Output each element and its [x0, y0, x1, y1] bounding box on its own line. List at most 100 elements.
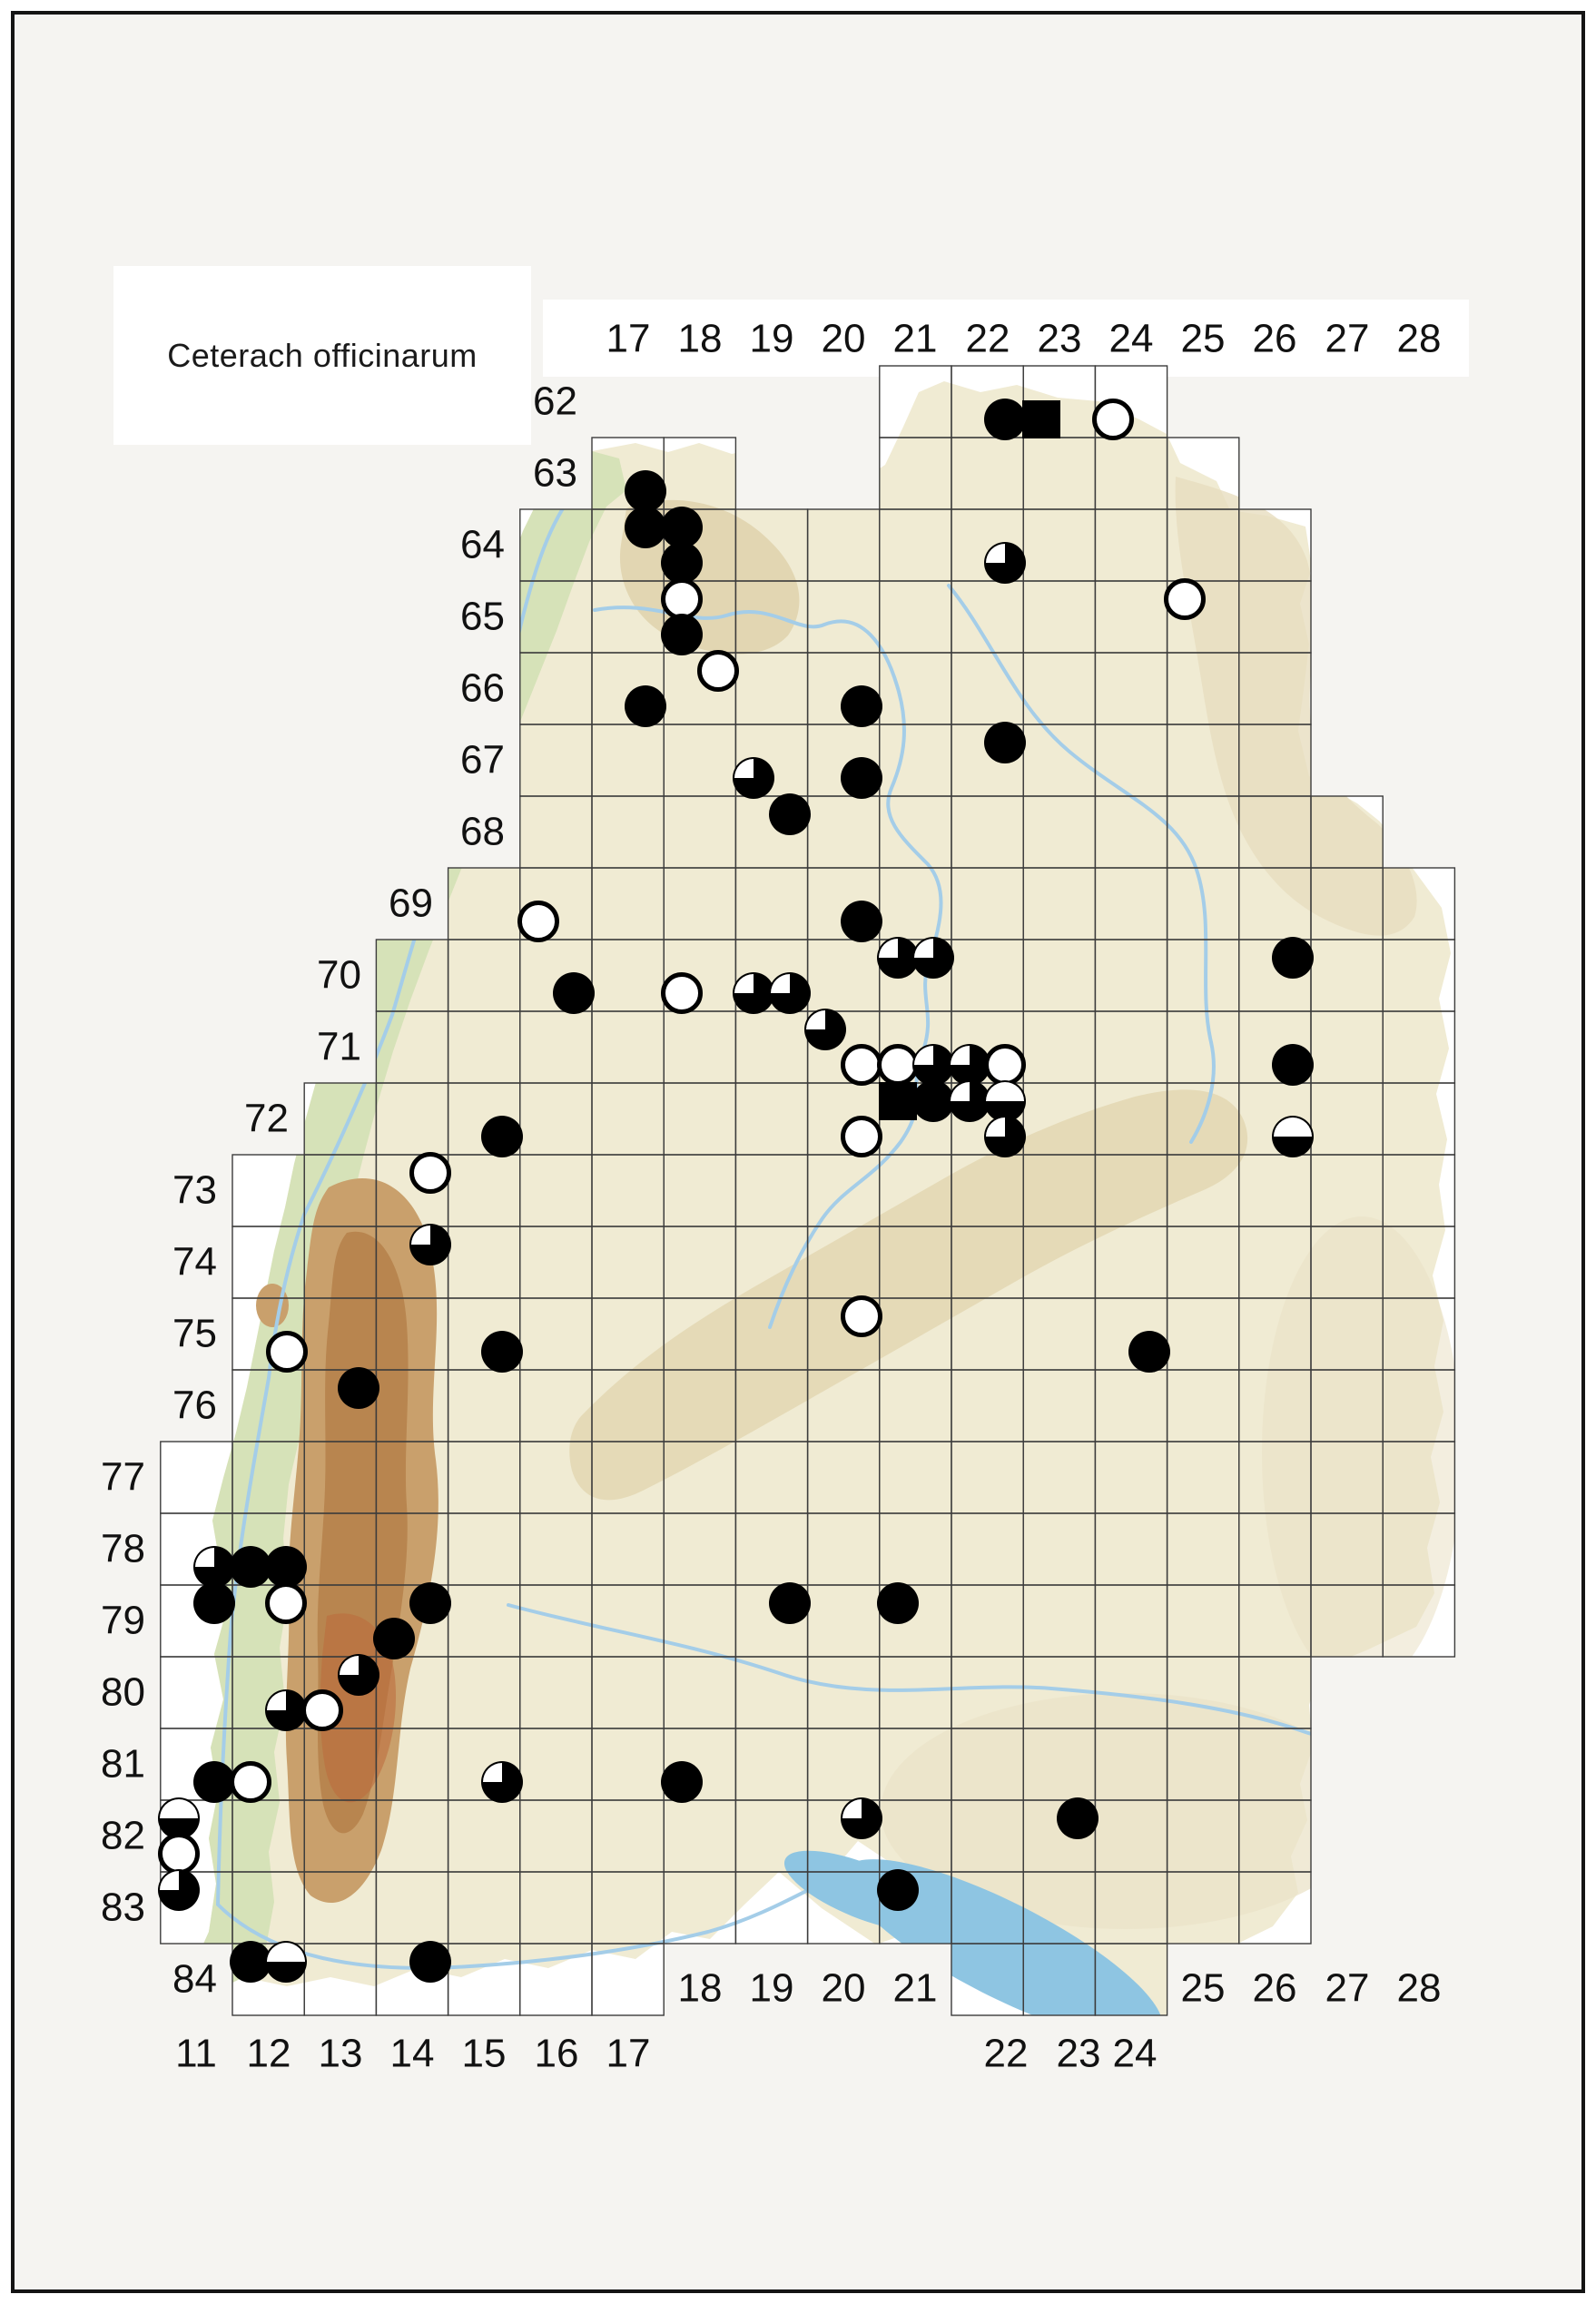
neckar-river: [593, 606, 943, 1329]
top-axis-background: [543, 300, 1469, 377]
marker-filled-circle: [1272, 937, 1314, 979]
marker-open-circle: [697, 650, 739, 692]
marker-filled-circle: [661, 542, 703, 584]
marker-filled-circle: [1272, 1044, 1314, 1086]
left-axis-label: 63: [533, 451, 577, 496]
left-axis-label: 73: [172, 1168, 217, 1213]
bottom-axis-label: 26: [1253, 1966, 1297, 2011]
axis-bottom: 18 19 20 21 25 26 27 28 11 12 13 14 15 16 17 22 23 24: [175, 1966, 1441, 2076]
marker-three-quarter-filled-circle-white-upper-left: [912, 937, 954, 979]
marker-filled-circle: [984, 722, 1026, 763]
axis-left: 62 63 64 65 66 67 68 69 70 71 72 73 74 75 76 77 78 79 80 81…: [101, 379, 577, 2002]
marker-three-quarter-filled-circle-white-upper-left: [769, 972, 811, 1014]
left-axis-label: 72: [244, 1097, 289, 1141]
left-axis-label: 64: [460, 523, 505, 567]
marker-three-quarter-filled-circle-white-upper-left: [877, 937, 919, 979]
species-title: Ceterach officinarum: [167, 336, 478, 374]
marker-three-quarter-filled-circle-white-upper-left: [733, 757, 774, 799]
left-axis-label: 76: [172, 1383, 217, 1428]
marker-filled-circle: [193, 1582, 235, 1624]
northeast-hills: [1175, 477, 1417, 936]
marker-three-quarter-filled-circle-white-upper-left: [338, 1654, 379, 1696]
grid-cell-border: [1382, 1584, 1456, 1658]
marker-filled-circle: [409, 1941, 451, 1983]
marker-filled-circle: [338, 1367, 379, 1409]
top-axis-label: 18: [678, 317, 723, 361]
marker-three-quarter-filled-circle-white-upper-left: [949, 1080, 990, 1122]
marker-open-circle: [841, 1116, 882, 1157]
grid-cell-border: [591, 1943, 665, 2016]
marker-open-circle: [661, 578, 703, 620]
marker-filled-circle: [661, 507, 703, 548]
left-axis-label: 80: [101, 1670, 145, 1715]
marker-filled-circle: [877, 1869, 919, 1911]
top-axis-label: 27: [1325, 317, 1370, 361]
marker-filled-circle: [769, 1582, 811, 1624]
marker-half-filled-circle-white-top: [1272, 1116, 1314, 1157]
marker-three-quarter-filled-circle-white-upper-left: [158, 1869, 200, 1911]
top-axis-label: 22: [966, 317, 1010, 361]
species-title-box: Ceterach officinarum: [113, 266, 531, 445]
marker-filled-circle: [625, 470, 666, 512]
kocher-jagst-river: [947, 584, 1216, 1144]
alpine-foreland: [881, 1693, 1371, 1929]
rhine-valley-lowland: [192, 451, 626, 1994]
bottom-axis-label: 23: [1057, 2032, 1101, 2076]
marker-filled-circle: [1057, 1797, 1098, 1839]
marker-filled-circle: [841, 757, 882, 799]
marker-three-quarter-filled-circle-white-upper-left: [912, 1044, 954, 1086]
top-axis-label: 25: [1181, 317, 1226, 361]
marker-three-quarter-filled-circle-white-upper-left: [804, 1009, 846, 1050]
left-axis-label: 68: [460, 810, 505, 854]
top-axis-label: 19: [750, 317, 794, 361]
left-axis-label: 79: [101, 1599, 145, 1643]
marker-filled-circle: [841, 685, 882, 727]
marker-open-circle: [841, 1044, 882, 1086]
marker-filled-circle: [661, 614, 703, 655]
marker-filled-square: [879, 1082, 917, 1120]
top-axis-label: 26: [1253, 317, 1297, 361]
left-axis-label: 82: [101, 1814, 145, 1858]
left-axis-label: 70: [317, 953, 361, 998]
marker-three-quarter-filled-circle-white-upper-left: [949, 1044, 990, 1086]
bottom-axis-label: 25: [1181, 1966, 1226, 2011]
marker-filled-circle: [481, 1116, 523, 1157]
marker-three-quarter-filled-circle-white-upper-left: [481, 1761, 523, 1803]
left-axis-label: 75: [172, 1312, 217, 1356]
bottom-axis-label: 28: [1397, 1966, 1442, 2011]
marker-three-quarter-filled-circle-white-upper-left: [265, 1689, 307, 1731]
marker-open-circle: [266, 1331, 308, 1373]
marker-three-quarter-filled-circle-white-upper-left: [409, 1224, 451, 1265]
marker-half-filled-circle-white-top: [265, 1941, 307, 1983]
marker-filled-circle: [877, 1582, 919, 1624]
bottom-axis-label: 13: [319, 2032, 363, 2076]
grid-lines-layer: [160, 365, 1456, 2016]
marker-filled-circle: [769, 793, 811, 835]
top-axis-label: 24: [1109, 317, 1154, 361]
top-axis-label: 17: [606, 317, 651, 361]
marker-open-circle: [841, 1295, 882, 1337]
left-axis-label: 84: [172, 1957, 217, 2002]
marker-filled-circle: [230, 1941, 271, 1983]
bottom-axis-label: 12: [247, 2032, 291, 2076]
marker-filled-circle: [373, 1618, 415, 1659]
left-axis-label: 67: [460, 738, 505, 783]
axis-top: 17 18 19 20 21 22 23 24 25 26 27 28: [606, 317, 1442, 361]
marker-three-quarter-filled-circle-white-upper-left: [733, 972, 774, 1014]
bottom-axis-label: 19: [750, 1966, 794, 2011]
eastern-upland: [1262, 1216, 1455, 1689]
bottom-axis-label: 21: [893, 1966, 938, 2011]
bottom-axis-label: 22: [984, 2032, 1029, 2076]
marker-filled-square: [1022, 400, 1060, 438]
top-axis-label: 28: [1397, 317, 1442, 361]
marker-filled-circle: [912, 1080, 954, 1122]
marker-layer: [158, 399, 1314, 1983]
marker-open-circle: [661, 972, 703, 1014]
marker-open-circle: [1164, 578, 1206, 620]
left-axis-label: 81: [101, 1742, 145, 1787]
top-axis-label: 20: [822, 317, 866, 361]
marker-filled-circle: [625, 685, 666, 727]
marker-open-circle: [877, 1044, 919, 1086]
left-axis-label: 65: [460, 595, 505, 639]
